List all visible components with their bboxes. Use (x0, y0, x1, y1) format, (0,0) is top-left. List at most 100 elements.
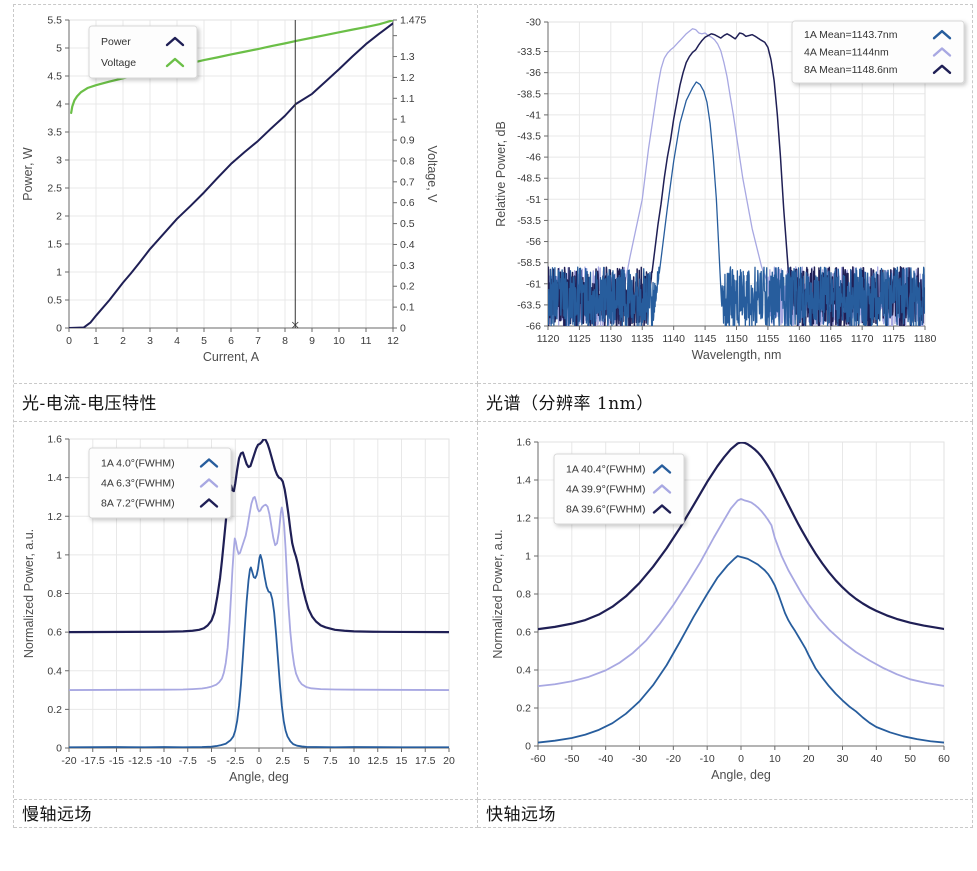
svg-text:0.8: 0.8 (400, 155, 415, 167)
svg-text:0: 0 (400, 323, 406, 335)
svg-text:-20: -20 (61, 755, 76, 767)
svg-text:Voltage, V: Voltage, V (425, 146, 439, 204)
svg-text:0.6: 0.6 (47, 627, 62, 639)
svg-text:0.8: 0.8 (516, 589, 531, 601)
svg-text:-40: -40 (598, 753, 613, 765)
svg-text:0.4: 0.4 (400, 239, 415, 251)
svg-text:Current, A: Current, A (203, 350, 260, 364)
svg-text:-61: -61 (526, 278, 541, 290)
svg-text:2.5: 2.5 (47, 183, 62, 195)
svg-text:8A Mean=1148.6nm: 8A Mean=1148.6nm (804, 64, 898, 76)
svg-text:1180: 1180 (914, 333, 937, 345)
svg-text:-20: -20 (666, 753, 681, 765)
svg-text:1155: 1155 (757, 333, 780, 345)
svg-text:1.5: 1.5 (47, 239, 62, 251)
svg-text:5: 5 (201, 335, 207, 347)
svg-text:Normalized Power, a.u.: Normalized Power, a.u. (491, 529, 505, 658)
svg-text:1.6: 1.6 (516, 437, 531, 449)
caption-slow-axis: 慢轴远场 (14, 800, 478, 828)
svg-text:12.5: 12.5 (368, 755, 389, 767)
fast-axis-chart-cell: -60 -50 -40 -30 -20 -10 0 10 20 30 40 50 60 0 0.2 0.4 0.… (478, 422, 973, 800)
svg-text:0: 0 (56, 323, 62, 335)
svg-text:9: 9 (309, 335, 315, 347)
svg-text:1125: 1125 (568, 333, 591, 345)
svg-text:8A 39.6°(FWHM): 8A 39.6°(FWHM) (566, 504, 645, 516)
svg-text:-2.5: -2.5 (226, 755, 244, 767)
svg-text:-56: -56 (526, 236, 541, 248)
svg-text:-41: -41 (526, 109, 541, 121)
svg-text:-10: -10 (700, 753, 715, 765)
caption-slow-axis-text: 慢轴远场 (22, 805, 92, 825)
svg-text:0: 0 (256, 755, 262, 767)
svg-text:1.4: 1.4 (516, 475, 531, 487)
svg-text:-53.5: -53.5 (517, 215, 541, 227)
svg-text:0: 0 (56, 743, 62, 755)
svg-text:-7.5: -7.5 (179, 755, 197, 767)
svg-text:4A 6.3°(FWHM): 4A 6.3°(FWHM) (101, 478, 175, 490)
svg-text:40: 40 (870, 753, 882, 765)
svg-text:0.6: 0.6 (516, 627, 531, 639)
svg-text:0.8: 0.8 (47, 588, 62, 600)
svg-text:2: 2 (56, 211, 62, 223)
svg-text:1160: 1160 (788, 333, 811, 345)
svg-text:Wavelength, nm: Wavelength, nm (692, 348, 782, 362)
svg-text:-46: -46 (526, 152, 541, 164)
svg-text:0.6: 0.6 (400, 197, 415, 209)
svg-text:7.5: 7.5 (323, 755, 338, 767)
svg-text:4A 39.9°(FWHM): 4A 39.9°(FWHM) (566, 484, 645, 496)
svg-text:-30: -30 (632, 753, 647, 765)
svg-text:-43.5: -43.5 (517, 131, 541, 143)
svg-text:5: 5 (304, 755, 310, 767)
svg-text:1.4: 1.4 (47, 472, 62, 484)
svg-text:1: 1 (93, 335, 99, 347)
svg-text:1: 1 (56, 267, 62, 279)
svg-text:1.2: 1.2 (400, 72, 415, 84)
svg-text:11: 11 (361, 335, 372, 347)
fast-axis-chart: -60 -50 -40 -30 -20 -10 0 10 20 30 40 50 60 0 0.2 0.4 0.… (478, 422, 972, 799)
svg-text:1145: 1145 (694, 333, 717, 345)
svg-text:1: 1 (400, 114, 406, 126)
svg-text:0: 0 (738, 753, 744, 765)
svg-text:7: 7 (255, 335, 261, 347)
svg-text:10: 10 (769, 753, 781, 765)
svg-text:4: 4 (56, 99, 62, 111)
svg-text:0.5: 0.5 (400, 218, 415, 230)
fast-axis-chart-svg: -60 -50 -40 -30 -20 -10 0 10 20 30 40 50 60 0 0.2 0.4 0.… (491, 437, 950, 783)
svg-text:30: 30 (837, 753, 849, 765)
caption-fast-axis-text: 快轴远场 (486, 805, 556, 825)
caption-fast-axis: 快轴远场 (478, 800, 973, 828)
svg-text:0.4: 0.4 (47, 665, 62, 677)
svg-text:8: 8 (282, 335, 288, 347)
caption-liv-text: 光-电流-电压特性 (22, 394, 157, 414)
svg-text:-17.5: -17.5 (81, 755, 105, 767)
svg-text:8A 7.2°(FWHM): 8A 7.2°(FWHM) (101, 498, 175, 510)
svg-text:17.5: 17.5 (415, 755, 436, 767)
svg-text:-63.5: -63.5 (517, 299, 541, 311)
svg-text:1A 40.4°(FWHM): 1A 40.4°(FWHM) (566, 464, 645, 476)
spectrum-chart-cell: 1120 1125 1130 1135 1140 1145 1150 1155 1160 1165… (478, 5, 973, 384)
svg-text:12: 12 (387, 335, 399, 347)
svg-text:4.5: 4.5 (47, 71, 62, 83)
svg-text:Power: Power (101, 36, 131, 48)
svg-text:Relative Power, dB: Relative Power, dB (494, 121, 508, 227)
svg-text:1.6: 1.6 (47, 434, 62, 446)
svg-text:4A Mean=1144nm: 4A Mean=1144nm (804, 47, 889, 59)
svg-text:50: 50 (904, 753, 916, 765)
slow-axis-chart-svg: -20 -17.5 -15 -12.5 -10 -7.5 -5 -2.5 0 2.5 5 7.5 10 1… (22, 434, 455, 785)
svg-text:10: 10 (333, 335, 345, 347)
caption-spectrum-text: 光谱（分辨率 1nm） (486, 394, 654, 414)
svg-text:-50: -50 (564, 753, 579, 765)
svg-text:1.475: 1.475 (400, 15, 426, 27)
svg-text:0.7: 0.7 (400, 176, 415, 188)
svg-text:1120: 1120 (537, 333, 560, 345)
svg-text:0.2: 0.2 (400, 281, 415, 293)
svg-text:Normalized Power, a.u.: Normalized Power, a.u. (22, 529, 36, 658)
svg-text:-51: -51 (526, 194, 541, 206)
svg-text:-5: -5 (207, 755, 216, 767)
svg-text:5.5: 5.5 (47, 15, 62, 27)
svg-text:0.9: 0.9 (400, 135, 415, 147)
svg-text:6: 6 (228, 335, 234, 347)
svg-text:2.5: 2.5 (275, 755, 290, 767)
figure-table: 0 1 2 3 4 5 6 7 8 9 10 11 12 0 0.5 1 1.5 2 2.5 3 3.5 4 4.5 5 5.5… (13, 4, 973, 828)
caption-spectrum: 光谱（分辨率 1nm） (478, 384, 973, 422)
